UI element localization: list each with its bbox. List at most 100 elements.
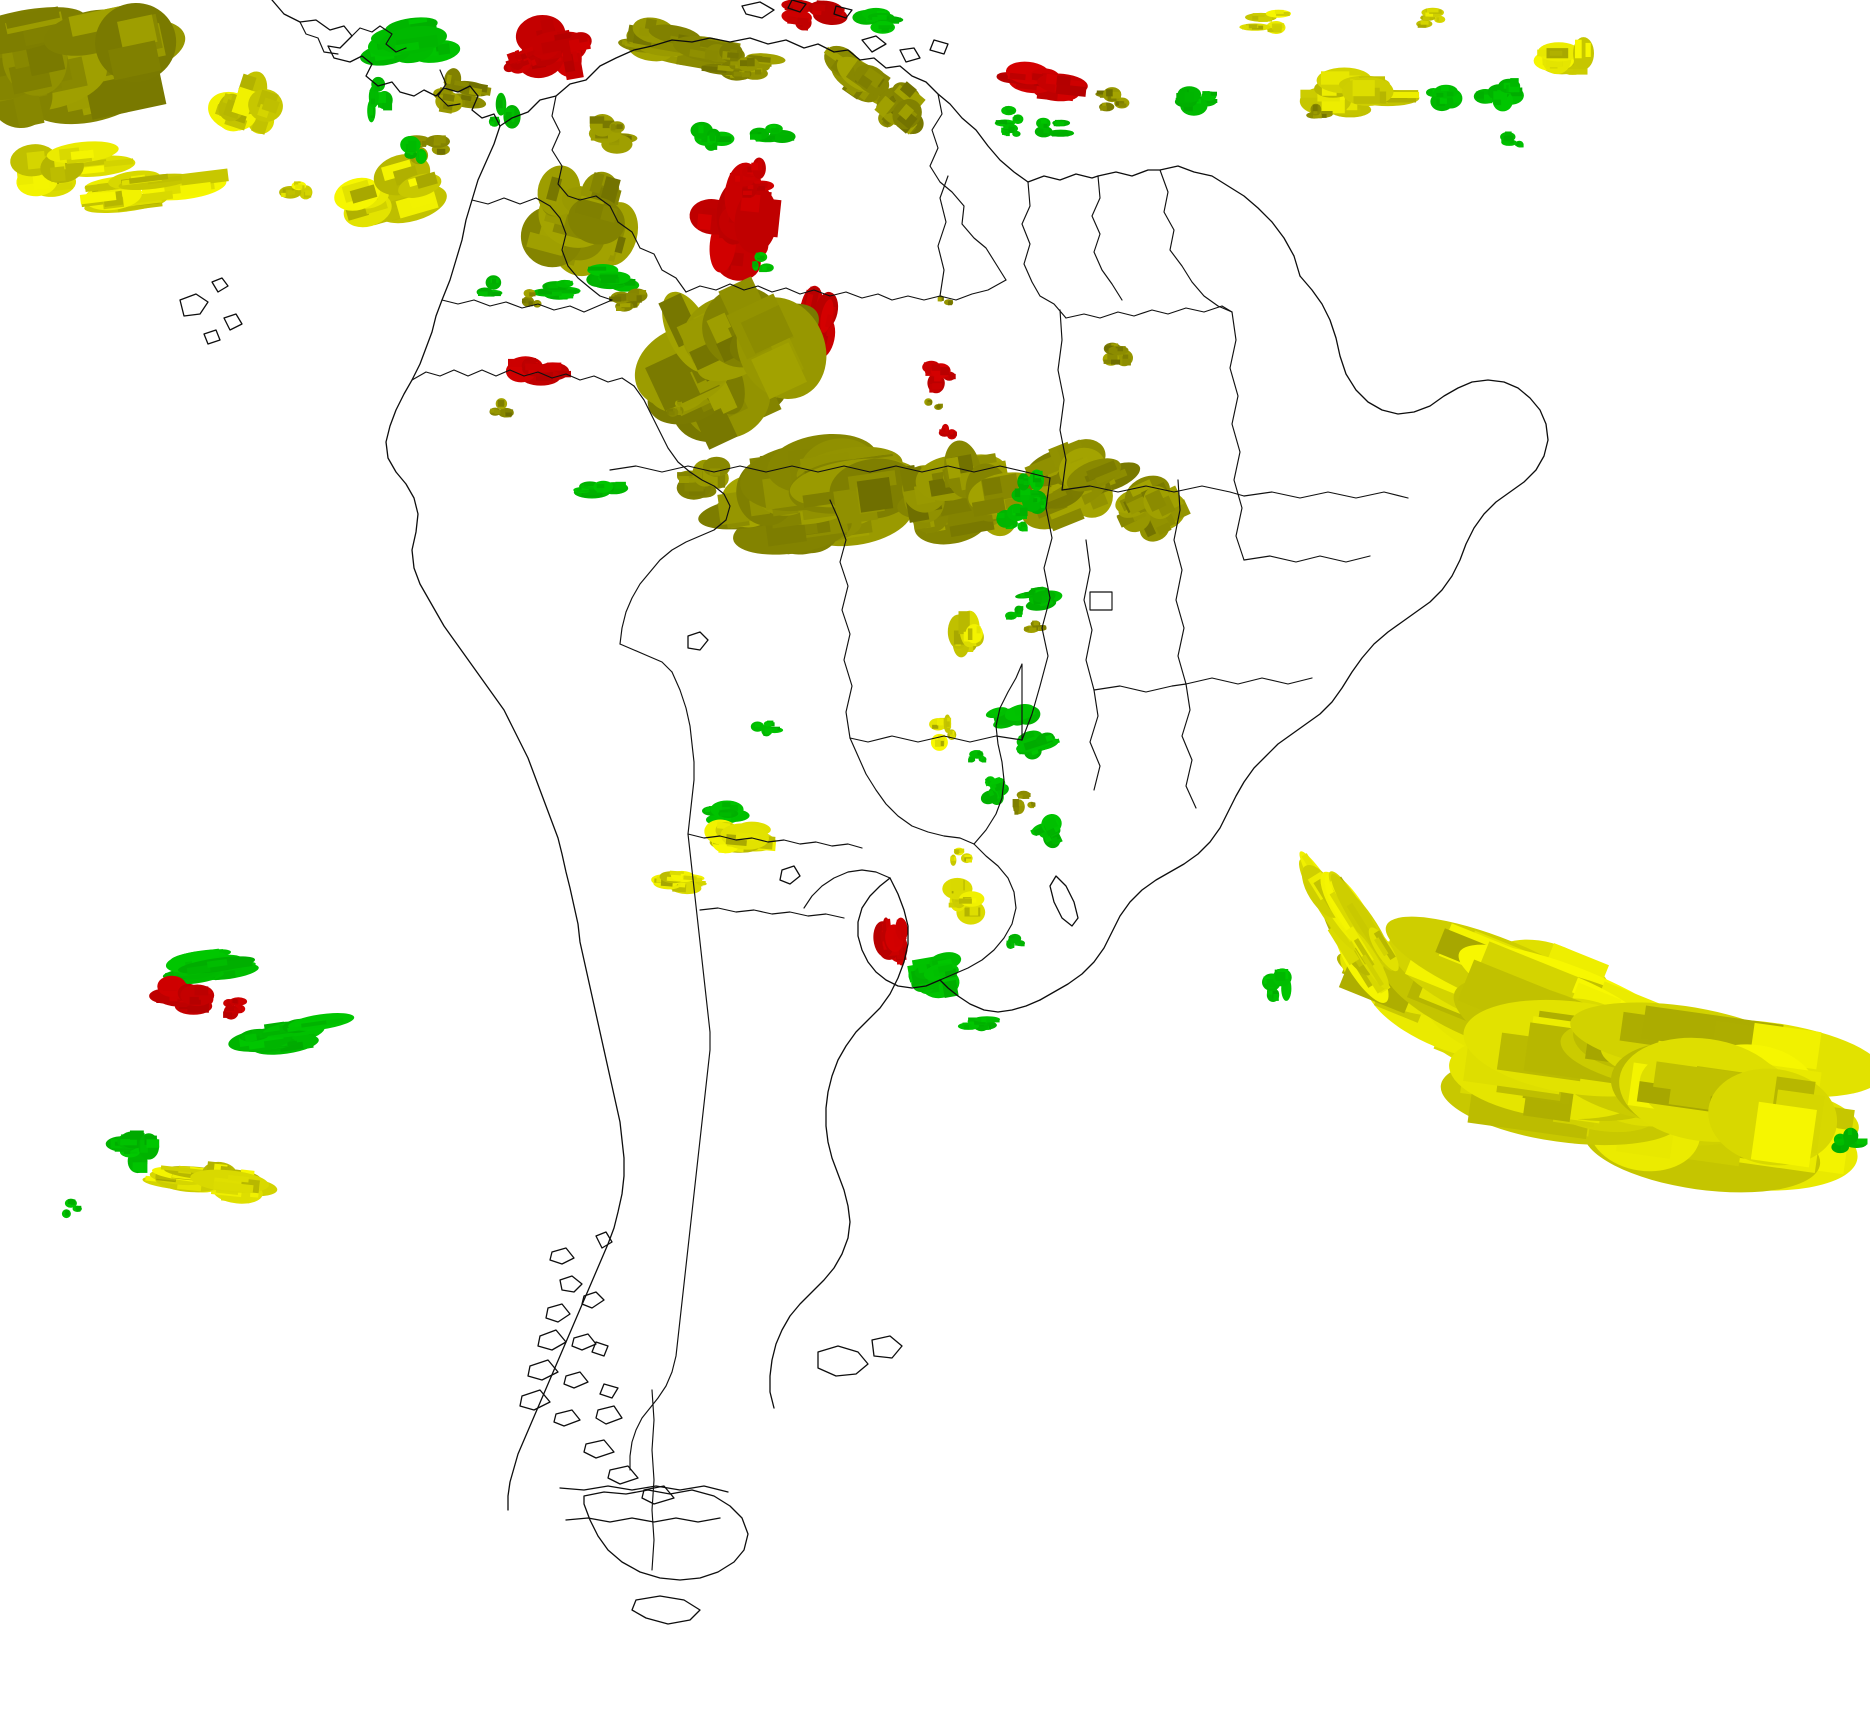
precip-cell [979, 755, 984, 760]
precip-cell [349, 184, 378, 204]
precip-cell [1014, 488, 1021, 498]
coastline-island-e [929, 39, 949, 55]
precip-cell [1035, 480, 1043, 487]
precip-cell [937, 734, 945, 745]
precip-cell [198, 992, 213, 1000]
precip-cell [1033, 498, 1038, 503]
precip-cell [616, 124, 623, 129]
precip-cell [588, 266, 607, 271]
precip-region-strong [1102, 342, 1133, 367]
precip-cell [969, 905, 979, 916]
precip-cell [1005, 106, 1010, 111]
precip-region-light [1005, 605, 1024, 620]
precip-cell [180, 181, 212, 197]
precip-region-light [532, 279, 581, 300]
precip-cell [923, 362, 935, 368]
precip-cell [939, 497, 973, 517]
precip-cell [741, 72, 750, 78]
precip-cell [959, 898, 972, 904]
precip-region-strong [634, 276, 827, 450]
precip-cell [1018, 940, 1023, 945]
precip-cell [117, 14, 158, 50]
precip-cell [226, 1003, 233, 1007]
precip-cell [1436, 17, 1442, 22]
precip-cell [931, 364, 941, 371]
precip-cell [433, 135, 446, 144]
precip-region-light [1262, 968, 1292, 1002]
precip-cell [1055, 83, 1087, 97]
precip-cell [1009, 938, 1018, 943]
precip-cell [305, 190, 312, 196]
precip-cell [261, 97, 280, 114]
precip-cell [945, 456, 962, 480]
precip-cell [950, 735, 956, 740]
precip-cell [1004, 125, 1010, 129]
precip-cell [1420, 20, 1429, 25]
precip-cell [751, 130, 758, 135]
precip-cell [1111, 91, 1121, 99]
precip-cell [1353, 938, 1375, 968]
precip-cell [1176, 93, 1190, 103]
precip-cell [824, 314, 833, 328]
precip-cell [281, 193, 288, 197]
precip-region-strong [1095, 87, 1130, 112]
precip-cell [295, 184, 303, 189]
precip-cell [874, 96, 895, 118]
precip-cell [1505, 131, 1512, 137]
precip-cell [735, 64, 740, 69]
precip-cell [376, 92, 386, 103]
precip-region-moderate [704, 819, 777, 854]
precip-cell [209, 957, 253, 972]
precip-cell [609, 296, 622, 302]
precip-cell [1018, 479, 1024, 484]
precip-cell [1007, 942, 1012, 947]
precip-cell [1484, 94, 1490, 100]
precip-cell [758, 159, 762, 171]
precip-region-strong [1012, 790, 1036, 815]
precip-region-severe [505, 356, 571, 386]
precip-cell [589, 268, 607, 273]
precip-cell [108, 40, 162, 81]
precip-region-light [749, 123, 796, 143]
precip-cell [620, 303, 631, 308]
precip-cell [1041, 504, 1046, 509]
precip-cell [878, 25, 893, 30]
precip-region-light [1001, 123, 1021, 137]
precip-cell [525, 299, 531, 304]
precip-cell [964, 854, 972, 859]
precip-cell [1042, 816, 1059, 832]
precip-cell [180, 168, 229, 187]
coastline-island-c [861, 35, 887, 53]
precip-cell [1041, 119, 1047, 124]
precip-cell [1050, 836, 1059, 845]
precip-cell [528, 369, 537, 375]
precip-cell [751, 184, 766, 191]
precip-cell [1252, 13, 1268, 18]
precip-cell [1321, 111, 1333, 115]
precip-cell [70, 149, 94, 160]
precip-cell [187, 1002, 209, 1013]
precip-cell [1020, 521, 1026, 527]
precip-cell [717, 475, 726, 488]
precip-cell [1242, 25, 1252, 30]
precip-cell [881, 28, 889, 32]
precip-cell [1111, 343, 1119, 348]
precip-cell [194, 986, 209, 996]
boundary-paraguay-argentina [850, 738, 974, 844]
precip-region-strong [937, 295, 954, 306]
boundary-colombia-ecuador [442, 300, 612, 312]
precip-cell [130, 1130, 144, 1140]
precip-cell [1018, 523, 1023, 528]
precip-cell [189, 996, 201, 1005]
precip-cell [1012, 799, 1019, 808]
precip-cell [528, 301, 533, 307]
precip-cell [1006, 109, 1015, 114]
precip-region-strong [0, 2, 186, 129]
precip-cell [244, 1033, 258, 1042]
precip-region-light [1831, 1127, 1868, 1154]
precip-region-strong [588, 114, 638, 154]
precip-cell [740, 193, 761, 213]
precip-cell [1036, 497, 1041, 502]
boundary-chile-argentina [630, 834, 710, 1470]
precip-cell [730, 61, 738, 66]
